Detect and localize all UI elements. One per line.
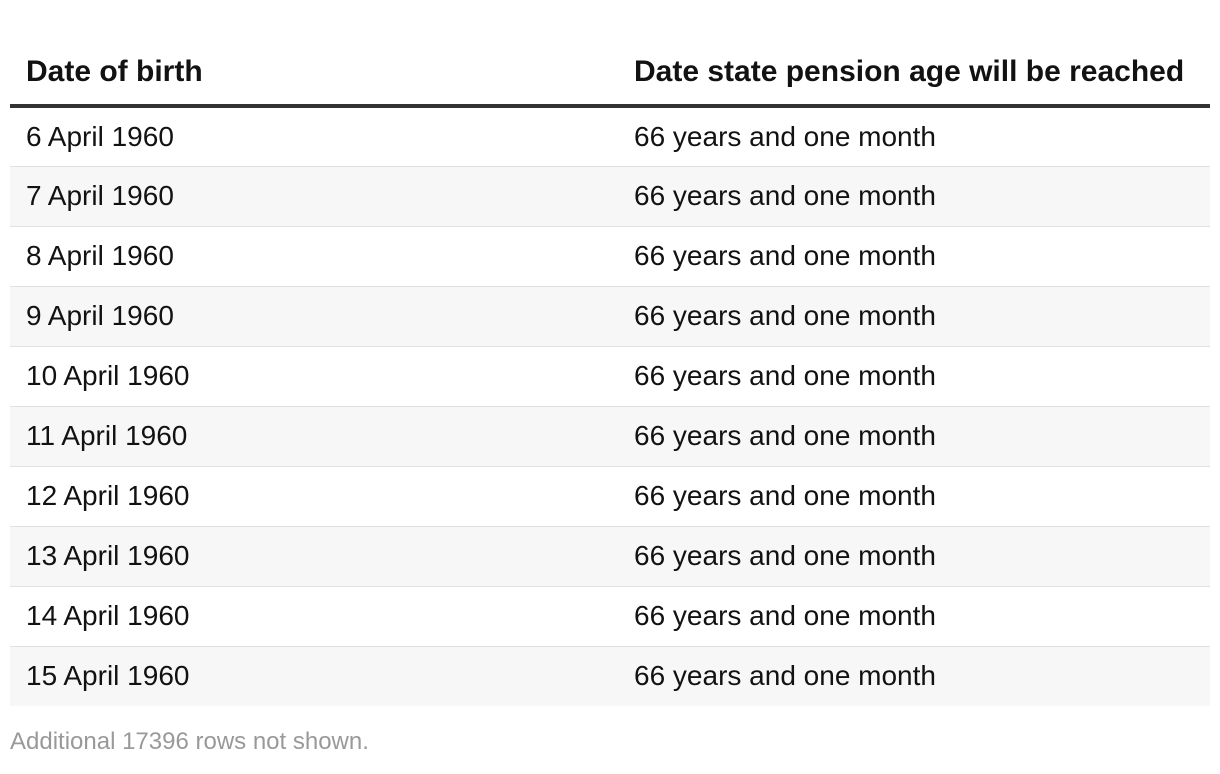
cell-date-of-birth: 15 April 1960	[10, 646, 618, 706]
header-row: Date of birth Date state pension age wil…	[10, 40, 1210, 108]
cell-pension-age-date: 66 years and one month	[618, 166, 1210, 227]
cell-date-of-birth: 6 April 1960	[10, 106, 618, 167]
cell-pension-age-date: 66 years and one month	[618, 226, 1210, 287]
table-row: 7 April 1960 66 years and one month	[10, 166, 1210, 227]
cell-date-of-birth: 7 April 1960	[10, 166, 618, 227]
table-row: 10 April 1960 66 years and one month	[10, 346, 1210, 407]
cell-pension-age-date: 66 years and one month	[618, 406, 1210, 467]
table-header: Date of birth Date state pension age wil…	[10, 40, 1210, 108]
table-row: 13 April 1960 66 years and one month	[10, 526, 1210, 587]
column-header-pension-age-date[interactable]: Date state pension age will be reached	[618, 40, 1210, 108]
table-row: 12 April 1960 66 years and one month	[10, 466, 1210, 527]
cell-pension-age-date: 66 years and one month	[618, 646, 1210, 706]
cell-date-of-birth: 14 April 1960	[10, 586, 618, 647]
cell-date-of-birth: 12 April 1960	[10, 466, 618, 527]
cell-date-of-birth: 11 April 1960	[10, 406, 618, 467]
table-body: 6 April 1960 66 years and one month 7 Apri…	[10, 106, 1210, 706]
column-header-date-of-birth[interactable]: Date of birth	[10, 40, 618, 108]
pension-table: Date of birth Date state pension age wil…	[10, 40, 1210, 706]
table-row: 9 April 1960 66 years and one month	[10, 286, 1210, 347]
cell-pension-age-date: 66 years and one month	[618, 586, 1210, 647]
cell-pension-age-date: 66 years and one month	[618, 106, 1210, 167]
table-row: 6 April 1960 66 years and one month	[10, 106, 1210, 167]
cell-pension-age-date: 66 years and one month	[618, 526, 1210, 587]
table-row: 14 April 1960 66 years and one month	[10, 586, 1210, 647]
cell-date-of-birth: 8 April 1960	[10, 226, 618, 287]
cell-pension-age-date: 66 years and one month	[618, 286, 1210, 347]
rows-not-shown-note: Additional 17396 rows not shown.	[10, 728, 369, 755]
table-row: 15 April 1960 66 years and one month	[10, 646, 1210, 706]
cell-date-of-birth: 9 April 1960	[10, 286, 618, 347]
table-row: 11 April 1960 66 years and one month	[10, 406, 1210, 467]
pension-table-container: Date of birth Date state pension age wil…	[10, 40, 1210, 706]
table-row: 8 April 1960 66 years and one month	[10, 226, 1210, 287]
cell-date-of-birth: 10 April 1960	[10, 346, 618, 407]
cell-pension-age-date: 66 years and one month	[618, 466, 1210, 527]
cell-pension-age-date: 66 years and one month	[618, 346, 1210, 407]
cell-date-of-birth: 13 April 1960	[10, 526, 618, 587]
